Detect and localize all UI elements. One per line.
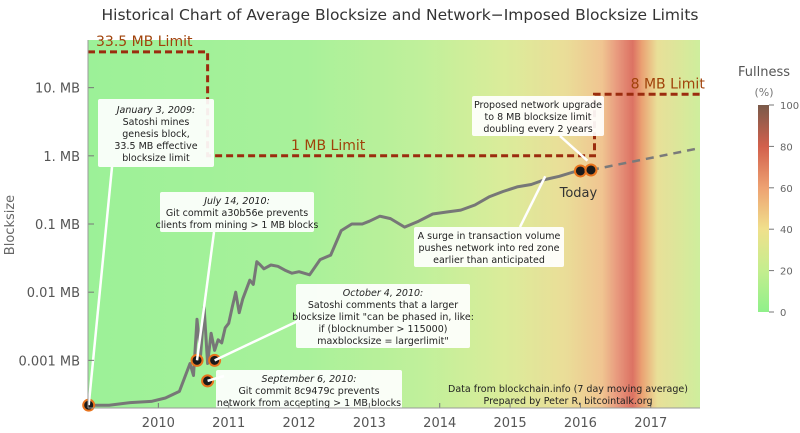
limit-layer: 33.5 MB Limit 1 MB Limit 8 MB Limit (88, 34, 706, 158)
annotation-text: Git commit 8c9479c prevents (238, 386, 379, 397)
colorbar-tick-label: 80 (780, 142, 793, 153)
annotation-box (160, 192, 314, 232)
annotation-text: genesis block, (122, 129, 190, 140)
colorbar-tick-label: 40 (780, 225, 793, 236)
annotation-text: Proposed network upgrade (474, 100, 602, 111)
annotation-text: 33.5 MB effective (114, 141, 197, 152)
y-tick-label: 0.01 MB (27, 286, 80, 301)
annotation-text: July 14, 2010: (202, 196, 270, 207)
x-tick-label: 2015 (494, 416, 527, 431)
event-marker (573, 164, 587, 178)
footer-layer: Data from blockchain.info (7 day moving … (448, 384, 688, 407)
colorbar-gradient (758, 105, 769, 312)
limit-label: 33.5 MB Limit (96, 34, 193, 50)
x-tick-label: 2011 (212, 416, 245, 431)
annotation-pointer (214, 318, 301, 362)
annotation-text: to 8 MB blocksize limit (485, 112, 592, 123)
event-marker (584, 163, 598, 177)
colorbar-tick-label: 20 (780, 267, 793, 278)
limit-label: 1 MB Limit (291, 138, 366, 154)
annotation-text: Satoshi mines (123, 117, 190, 128)
footer-text: Data from blockchain.info (7 day moving … (448, 384, 688, 395)
annotation: October 4, 2010:Satoshi comments that a … (214, 284, 474, 362)
annotation-text: Satoshi comments that a larger (308, 300, 458, 311)
annotation-pointer (518, 175, 547, 228)
annotation-text: earlier than anticipated (433, 255, 545, 266)
y-tick-label: 0.1 MB (35, 218, 80, 233)
footer-text: Prepared by Peter R, bitcointalk.org (484, 396, 653, 407)
x-tick-label: 2017 (634, 416, 667, 431)
x-tick-label: 2014 (423, 416, 456, 431)
annotation-box (472, 96, 604, 136)
colorbar-title: Fullness (738, 65, 790, 80)
annotation-box (216, 370, 402, 410)
axis-layer: 0.001 MB 0.01 MB 0.1 MB 1. MB 10. MB 2010 2011… (3, 40, 700, 431)
annotation-text: blocksize limit (122, 153, 190, 164)
series-layer (88, 146, 701, 407)
x-tick-label: 2012 (282, 416, 315, 431)
x-tick-label: 2010 (142, 416, 175, 431)
y-axis-label: Blocksize (3, 195, 18, 255)
blocksize-series-line (88, 168, 592, 407)
annotation-text: network from accepting > 1 MB blocks (217, 398, 401, 409)
y-tick-label: 0.001 MB (19, 354, 80, 369)
annotation-text: January 3, 2009: (115, 105, 196, 116)
annotation-text: blocksize limit "can be phased in, like: (292, 312, 474, 323)
colorbar-tick-label: 60 (780, 184, 793, 195)
x-tick-label: 2013 (353, 416, 386, 431)
colorbar-unit: (%) (754, 86, 773, 99)
colorbar-tick-label: 100 (780, 101, 799, 112)
annotation-text: if (blocknumber > 115000) (319, 324, 448, 335)
chart-title: Historical Chart of Average Blocksize an… (101, 6, 699, 24)
annotation: September 6, 2010:Git commit 8c9479c pre… (207, 370, 402, 410)
colorbar-tick-label: 0 (780, 308, 786, 319)
y-tick-label: 10. MB (35, 82, 80, 97)
limit-line (88, 50, 700, 158)
annotation-box (98, 99, 214, 167)
y-tick-label: 1. MB (43, 150, 80, 165)
annotation-text: clients from mining > 1 MB blocks (156, 220, 319, 231)
annotation-text: Git commit a30b56e prevents (166, 208, 308, 219)
annotation-text: maxblocksize = largerlimit" (317, 336, 449, 347)
colorbar: Fullness (%) 100 80 60 40 20 0 (738, 65, 799, 319)
annotation-box (296, 284, 470, 348)
annotation-text: pushes network into red zone (419, 243, 560, 254)
annotation-pointer (559, 135, 589, 162)
x-tick-label: 2016 (564, 416, 597, 431)
annotation-text: A surge in transaction volume (418, 231, 561, 242)
annotation-pointer (195, 231, 216, 361)
annotation-text: doubling every 2 years (483, 124, 592, 135)
today-label: Today (559, 186, 598, 201)
annotation-pointer (87, 166, 114, 406)
annotation-text: October 4, 2010: (343, 288, 424, 299)
annotation-box (414, 227, 564, 267)
annotation-text: September 6, 2010: (262, 374, 357, 385)
limit-label: 8 MB Limit (631, 76, 706, 92)
annotation: July 14, 2010:Git commit a30b56e prevent… (156, 192, 319, 361)
projection-line (590, 146, 701, 172)
